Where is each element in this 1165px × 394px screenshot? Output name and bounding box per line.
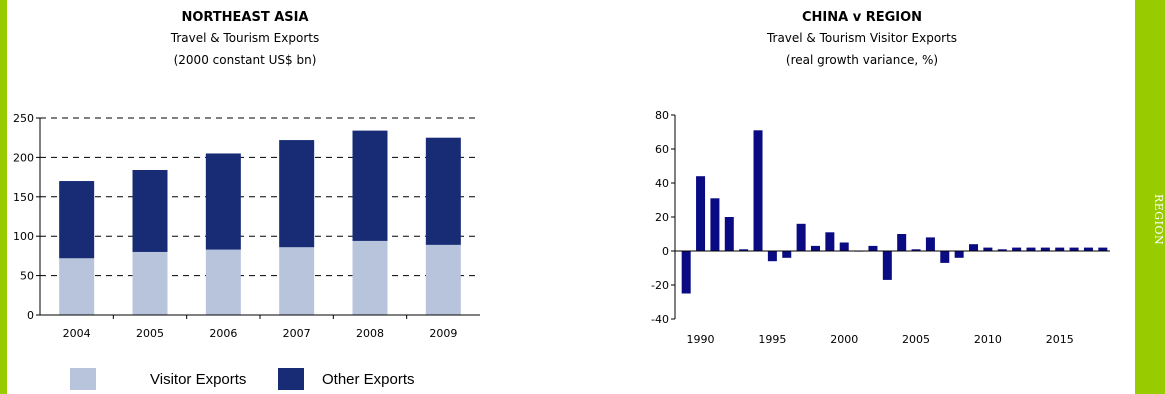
growth-bar: [825, 232, 835, 251]
growth-bar: [1069, 247, 1079, 251]
y-tick-label: 40: [655, 177, 669, 190]
y-tick-label: 100: [13, 230, 34, 243]
bar-visitor-exports: [59, 258, 95, 315]
y-tick-label: -20: [651, 279, 669, 292]
growth-bar: [1026, 247, 1036, 251]
growth-bar: [1040, 247, 1050, 251]
growth-bar: [1012, 247, 1022, 251]
x-tick-label: 2000: [830, 333, 858, 346]
bar-other-exports: [425, 137, 461, 245]
chart1-subtitle-1: Travel & Tourism Exports: [170, 31, 320, 45]
x-tick-label: 2007: [283, 327, 311, 340]
x-tick-label: 2006: [209, 327, 237, 340]
chart2-subtitle-1: Travel & Tourism Visitor Exports: [766, 31, 958, 45]
left-accent-strip: [0, 0, 7, 394]
growth-bar: [739, 249, 749, 251]
growth-bar: [782, 251, 792, 258]
bar-other-exports: [205, 153, 241, 250]
growth-bar: [940, 251, 950, 263]
y-tick-label: 200: [13, 151, 34, 164]
growth-bar: [868, 245, 878, 251]
right-accent-strip: [1135, 0, 1165, 394]
x-tick-label: 2005: [902, 333, 930, 346]
x-tick-label: 2005: [136, 327, 164, 340]
chart1-title: NORTHEAST ASIA: [181, 10, 309, 25]
legend-label-other-exports: Other Exports: [322, 371, 415, 388]
legend-swatch-visitor-exports: [70, 368, 96, 390]
growth-bar: [767, 251, 777, 262]
legend-label-visitor-exports: Visitor Exports: [150, 371, 247, 388]
stacked-bar-chart: 0 50 100 150 200 250 2004 2005 2006 2007 2008 2009: [13, 112, 480, 340]
chart1-subtitle-2: (2000 constant US$ bn): [173, 53, 317, 67]
y-tick-label: 0: [27, 309, 34, 322]
chart1-header: NORTHEAST ASIA Travel & Tourism Exports …: [45, 8, 445, 71]
growth-bar: [897, 234, 907, 251]
x-tick-label: 2008: [356, 327, 384, 340]
side-label: REGION: [1152, 194, 1165, 246]
bar-other-exports: [352, 130, 388, 241]
growth-bar: [983, 247, 993, 251]
chart2-header: CHINA v REGION Travel & Tourism Visitor …: [662, 8, 1062, 71]
growth-bar: [796, 223, 806, 251]
x-tick-label: 2010: [974, 333, 1002, 346]
y-tick-label: -40: [651, 313, 669, 326]
growth-variance-bar-chart: -40 -20 0 20 40 60 80 1990 1995 2000 2005 2010 2015: [651, 109, 1110, 346]
bar-visitor-exports: [132, 251, 168, 315]
bar-visitor-exports: [279, 247, 315, 315]
y-tick-label: 80: [655, 109, 669, 122]
growth-bar: [839, 242, 849, 251]
growth-bar: [954, 251, 964, 258]
growth-bar: [969, 244, 979, 251]
growth-bar: [710, 198, 720, 251]
growth-bar: [997, 249, 1007, 251]
x-tick-label: 2004: [63, 327, 91, 340]
growth-bar: [724, 217, 734, 251]
growth-bar: [681, 251, 691, 294]
x-tick-label: 2009: [429, 327, 457, 340]
growth-bar: [1083, 247, 1093, 251]
bar-visitor-exports: [425, 244, 461, 315]
x-tick-label: 2015: [1046, 333, 1074, 346]
y-tick-label: 20: [655, 211, 669, 224]
bar-visitor-exports: [205, 249, 241, 315]
growth-bar: [1055, 247, 1065, 251]
chart1-legend: Visitor Exports Other Exports: [0, 365, 600, 393]
bar-other-exports: [59, 181, 95, 259]
chart2-subtitle-2: (real growth variance, %): [785, 53, 939, 67]
growth-bar: [1098, 247, 1108, 251]
growth-bar: [911, 249, 921, 251]
bar-other-exports: [279, 140, 315, 248]
x-tick-label: 1990: [687, 333, 715, 346]
growth-bar: [696, 176, 706, 251]
growth-bar: [810, 245, 820, 251]
x-tick-label: 1995: [758, 333, 786, 346]
growth-bar: [882, 251, 892, 280]
bar-visitor-exports: [352, 240, 388, 315]
growth-bar: [925, 237, 935, 251]
y-tick-label: 250: [13, 112, 34, 125]
y-tick-label: 50: [20, 270, 34, 283]
y-tick-label: 150: [13, 191, 34, 204]
y-tick-label: 0: [662, 245, 669, 258]
bar-other-exports: [132, 170, 168, 252]
chart2-title: CHINA v REGION: [801, 10, 923, 25]
y-tick-label: 60: [655, 143, 669, 156]
growth-bar: [753, 130, 763, 251]
legend-swatch-other-exports: [278, 368, 304, 390]
